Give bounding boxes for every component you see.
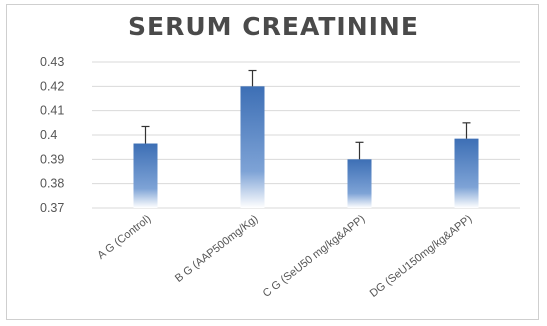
bar — [240, 86, 265, 208]
x-category-label: A G (Control) — [95, 213, 153, 262]
y-tick-label: 0.42 — [40, 79, 64, 93]
x-category-label: B G (AAP500mg/Kg) — [173, 213, 260, 285]
y-tick-label: 0.4 — [40, 128, 57, 142]
bar — [454, 138, 479, 208]
chart-title: SERUM CREATININE — [128, 12, 419, 41]
bar — [133, 143, 158, 208]
x-category-label: DG (SeU150mg/kg&APP) — [368, 213, 475, 300]
y-tick-label: 0.41 — [40, 104, 64, 118]
y-tick-label: 0.38 — [40, 177, 64, 191]
chart-frame — [6, 4, 539, 320]
y-tick-label: 0.39 — [40, 152, 64, 166]
y-tick-label: 0.37 — [40, 201, 64, 215]
bar — [347, 159, 372, 208]
y-tick-label: 0.43 — [40, 55, 64, 69]
x-category-label: C G (SeU50 mg/kg&APP) — [261, 213, 368, 300]
